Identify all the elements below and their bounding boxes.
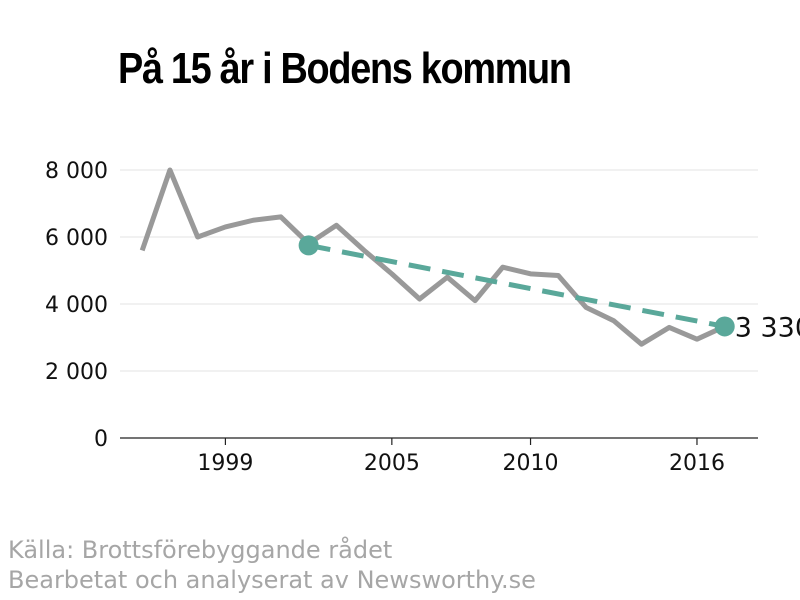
chart-title: På 15 år i Bodens kommun bbox=[118, 44, 572, 93]
actual-data-point bbox=[223, 224, 228, 229]
trend-point bbox=[298, 235, 319, 256]
actual-data-point bbox=[528, 271, 533, 276]
actual-data-point bbox=[195, 235, 200, 240]
end-value-label: 3 330 bbox=[735, 312, 800, 343]
y-tick-label: 8 000 bbox=[45, 159, 108, 184]
actual-data-point bbox=[500, 265, 505, 270]
actual-data-point bbox=[362, 248, 367, 253]
source-text: Källa: Brottsförebyggande rådet bbox=[8, 536, 393, 564]
y-tick-label: 0 bbox=[94, 427, 108, 452]
actual-data-point bbox=[694, 337, 699, 342]
actual-data-point bbox=[389, 271, 394, 276]
credit-text: Bearbetat och analyserat av Newsworthy.s… bbox=[8, 566, 536, 594]
gridlines bbox=[120, 169, 758, 372]
axes bbox=[120, 437, 758, 445]
x-tick-label: 2010 bbox=[503, 451, 559, 476]
actual-series-line bbox=[139, 167, 726, 347]
actual-data-point bbox=[445, 275, 450, 280]
y-tick-label: 2 000 bbox=[45, 360, 108, 385]
actual-data-point bbox=[556, 273, 561, 278]
actual-data-point bbox=[167, 168, 172, 173]
x-tick-label: 2005 bbox=[364, 451, 420, 476]
y-tick-label: 4 000 bbox=[45, 293, 108, 318]
actual-data-point bbox=[611, 318, 616, 323]
actual-data-point bbox=[278, 214, 283, 219]
series bbox=[139, 167, 735, 347]
trend-line bbox=[308, 242, 726, 329]
actual-data-point bbox=[334, 223, 339, 228]
x-tick-label: 1999 bbox=[197, 451, 253, 476]
y-tick-label: 6 000 bbox=[45, 226, 108, 251]
labels: 0 2 000 4 000 6 000 8 000 1999 2005 2010 2016 3 3… bbox=[45, 159, 800, 476]
actual-data-point bbox=[639, 342, 644, 347]
actual-data-point bbox=[251, 218, 256, 223]
actual-data-point bbox=[584, 305, 589, 310]
actual-data-point bbox=[667, 325, 672, 330]
actual-data-point bbox=[417, 296, 422, 301]
x-tick-label: 2016 bbox=[669, 451, 725, 476]
trend-point bbox=[714, 316, 735, 337]
actual-data-point bbox=[473, 298, 478, 303]
actual-data-point bbox=[140, 248, 145, 253]
